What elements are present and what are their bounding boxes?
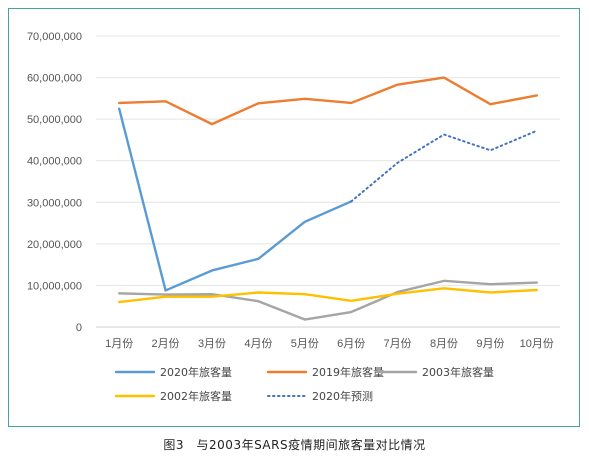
- legend-label: 2020年预测: [312, 389, 373, 403]
- x-tick-label: 10月份: [520, 337, 554, 350]
- x-tick-label: 9月份: [476, 337, 504, 350]
- x-tick-label: 8月份: [430, 337, 458, 350]
- series-line: [117, 107, 353, 292]
- y-tick-label: 30,000,000: [27, 197, 82, 209]
- y-tick-label: 20,000,000: [27, 239, 82, 251]
- y-axis-ticks: 0 10,000,000 20,000,000 30,000,000 40,000,00…: [27, 31, 82, 334]
- legend-label: 2003年旅客量: [422, 365, 494, 379]
- series-line: [117, 76, 538, 126]
- y-tick-label: 0: [76, 322, 82, 334]
- line-chart: 0 10,000,000 20,000,000 30,000,000 40,000,00…: [27, 31, 560, 403]
- y-tick-label: 40,000,000: [27, 156, 82, 168]
- legend-label: 2019年旅客量: [312, 365, 384, 379]
- legend: 2020年旅客量 2019年旅客量 2003年旅客量 2002年旅客量 2020年预测: [114, 365, 494, 403]
- x-tick-label: 4月份: [244, 337, 272, 350]
- x-tick-label: 5月份: [291, 337, 319, 350]
- legend-label: 2020年旅客量: [160, 365, 232, 379]
- y-tick-label: 60,000,000: [27, 73, 82, 85]
- series-line: [350, 129, 538, 203]
- y-tick-label: 10,000,000: [27, 280, 82, 292]
- legend-label: 2002年旅客量: [160, 389, 232, 403]
- x-tick-label: 2月份: [152, 337, 180, 350]
- x-tick-label: 6月份: [337, 337, 365, 350]
- y-tick-label: 70,000,000: [27, 31, 82, 43]
- x-tick-label: 1月份: [105, 337, 133, 350]
- grid-lines: [96, 35, 560, 328]
- x-tick-label: 3月份: [198, 337, 226, 350]
- x-tick-label: 7月份: [384, 337, 412, 350]
- x-axis-ticks: 1月份 2月份 3月份 4月份 5月份 6月份 7月份 8月份 9月份 10月份: [105, 337, 554, 350]
- figure-caption: 图3 与2003年SARS疫情期间旅客量对比情况: [163, 438, 426, 452]
- series-line: [117, 287, 538, 304]
- series-lines: [117, 76, 538, 321]
- y-tick-label: 50,000,000: [27, 114, 82, 126]
- series-line: [117, 279, 538, 321]
